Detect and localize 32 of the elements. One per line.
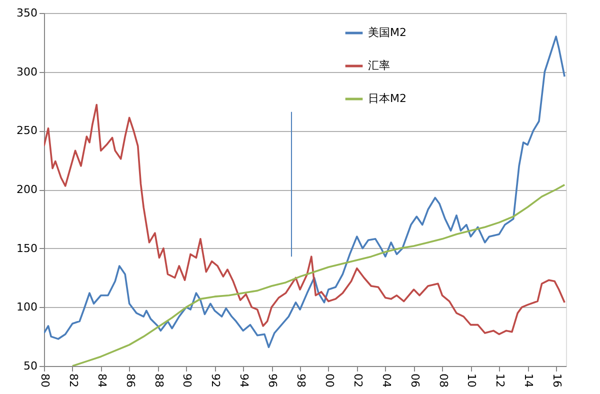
x-tick-label: 84 — [95, 374, 108, 388]
x-tick-label: 92 — [209, 374, 222, 388]
x-tick-label: 80 — [38, 374, 52, 388]
x-tick-label: 88 — [152, 374, 166, 388]
y-tick-label: 150 — [16, 242, 38, 255]
x-tick-label: 16 — [550, 374, 564, 388]
x-tick-label: 82 — [66, 374, 80, 388]
line-series — [44, 104, 566, 336]
x-tick-label: 12 — [494, 374, 507, 388]
y-tick-label: 50 — [24, 360, 38, 372]
line-series — [44, 36, 566, 348]
x-tick-label: 08 — [436, 374, 450, 388]
legend-label: 日本M2 — [368, 92, 406, 105]
y-tick-label: 100 — [16, 300, 38, 314]
legend-label: 汇率 — [368, 59, 390, 72]
x-tick-label: 14 — [522, 374, 536, 388]
x-tick-label: 90 — [180, 374, 194, 388]
y-tick-label: 350 — [16, 6, 38, 20]
y-tick-label: 200 — [16, 183, 38, 196]
x-tick-label: 00 — [322, 374, 336, 388]
x-tick-label: 06 — [408, 374, 422, 388]
x-tick-label: 02 — [351, 374, 364, 388]
x-tick-label: 86 — [124, 374, 137, 388]
y-tick-label: 300 — [16, 65, 38, 78]
x-tick-label: 96 — [266, 374, 280, 388]
x-tick-label: 94 — [238, 374, 251, 388]
y-tick-label: 250 — [16, 124, 38, 138]
line-series — [72, 184, 566, 366]
x-tick-label: 10 — [465, 374, 478, 388]
legend-label: 美国M2 — [368, 26, 406, 39]
x-tick-label: 04 — [380, 374, 393, 388]
x-tick-label: 98 — [294, 374, 308, 388]
